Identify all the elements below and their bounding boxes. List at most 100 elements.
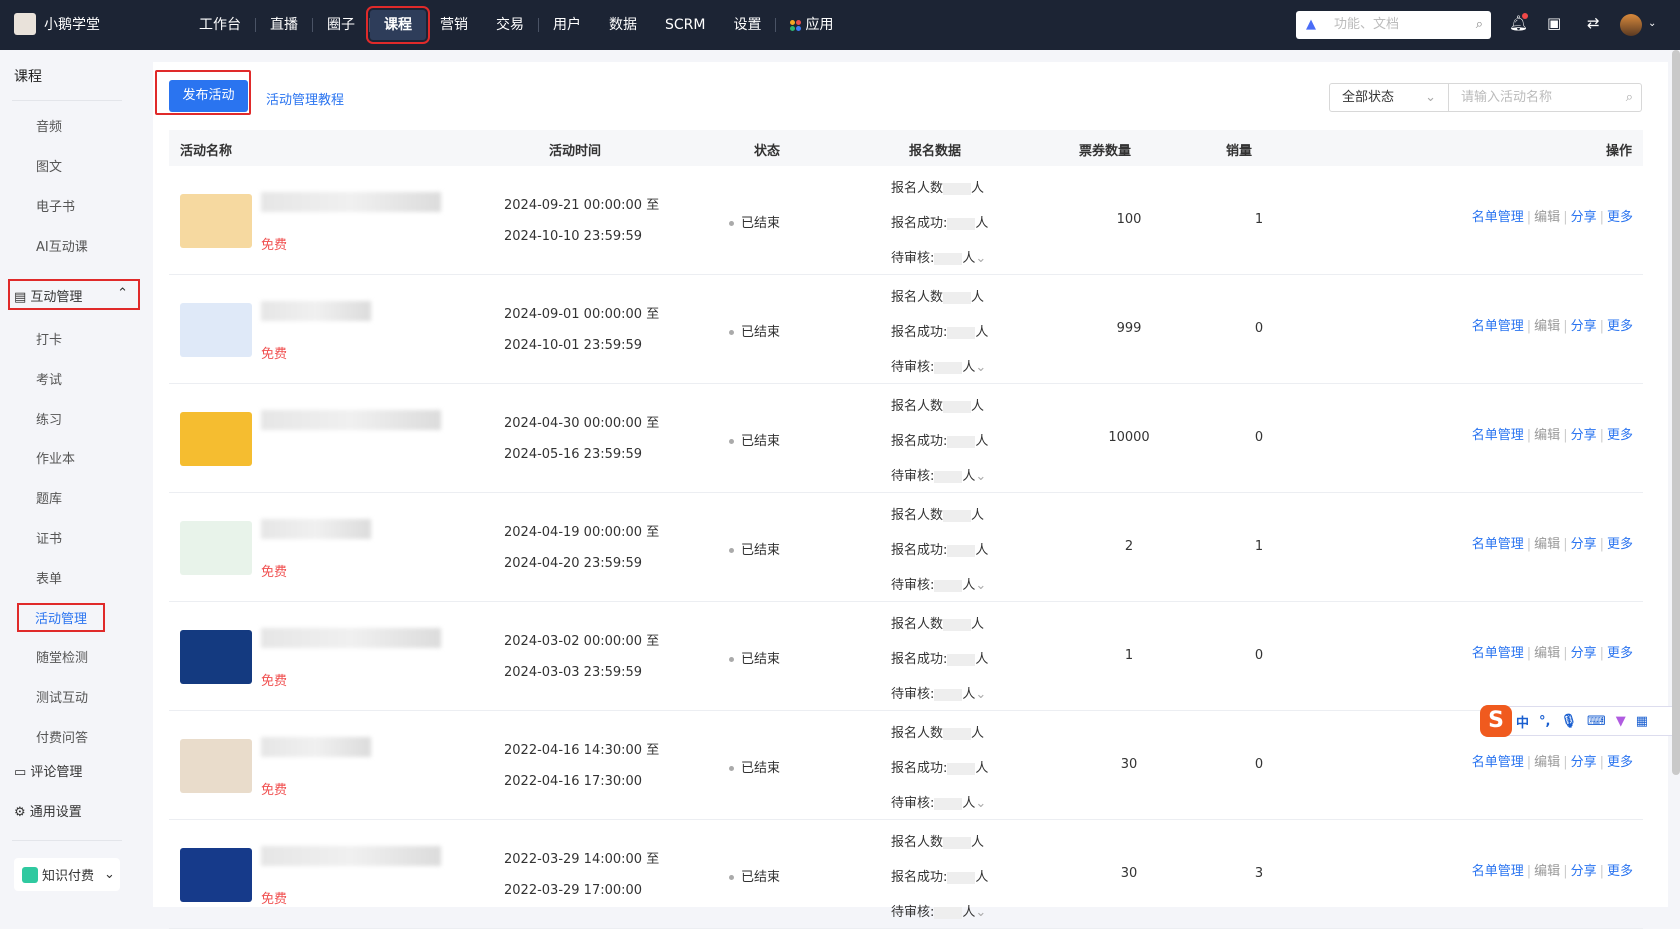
sidebar-item[interactable]: 表单 [36,571,63,587]
separator: | [1526,755,1532,770]
sidebar-item[interactable]: 打卡 [36,333,63,348]
gear-icon: ⚙ [14,805,30,820]
activity-search-input[interactable]: 请输入活动名称 ⌕ [1448,83,1642,112]
more-link[interactable]: 更多 [1606,864,1633,879]
chevron-down-icon[interactable]: ⌄ [975,687,987,702]
activity-thumbnail[interactable] [180,412,252,466]
signup-label: 报名成功: [891,325,948,340]
list-manage-link[interactable]: 名单管理 [1471,428,1524,443]
more-link[interactable]: 更多 [1606,319,1633,334]
list-manage-link[interactable]: 名单管理 [1471,210,1524,225]
share-link[interactable]: 分享 [1570,755,1597,770]
sidebar-item[interactable]: 测试互动 [36,691,89,707]
edit-link[interactable]: 编辑 [1534,537,1561,552]
activity-thumbnail[interactable] [180,303,252,357]
nav-5[interactable]: 交易 [482,10,538,40]
publish-activity-button[interactable]: 发布活动 [169,80,248,112]
edit-link[interactable]: 编辑 [1534,210,1561,225]
sidebar-item[interactable]: 付费问答 [36,731,89,746]
chevron-down-icon[interactable]: ⌄ [975,905,987,920]
sidebar-item[interactable]: 证书 [36,532,63,547]
more-link[interactable]: 更多 [1606,210,1633,225]
nav-1[interactable]: 直播 [256,10,312,40]
nav-7[interactable]: 数据 [595,10,651,40]
scrollbar[interactable] [1672,50,1680,775]
product-switcher[interactable]: 知识付费 ⌄ [14,858,120,891]
tutorial-link[interactable]: 活动管理教程 [266,93,345,108]
nav-6[interactable]: 用户 [539,10,595,40]
signup-label: 待审核: [891,469,935,484]
apps-icon[interactable]: ▦ [1635,713,1649,729]
more-link[interactable]: 更多 [1606,428,1633,443]
keyboard-icon[interactable]: ⌨ [1586,713,1606,729]
more-link[interactable]: 更多 [1606,537,1633,552]
status-select[interactable]: 全部状态 ⌄ [1329,83,1449,112]
microphone-icon[interactable]: 🎙︎ [1560,713,1577,729]
sidebar-item[interactable]: 图文 [36,160,63,175]
logo[interactable]: 小鹅学堂 [14,13,100,35]
activity-thumbnail[interactable] [180,630,252,684]
edit-link[interactable]: 编辑 [1534,755,1561,770]
sidebar-item[interactable]: 考试 [36,372,63,388]
skin-icon[interactable]: ▼ [1615,713,1626,729]
nav-0[interactable]: 工作台 [185,10,255,40]
ticket-count: 2 [1124,539,1134,554]
share-link[interactable]: 分享 [1570,864,1597,879]
global-search-input[interactable]: ▲ 功能、文档 ⌕ [1296,11,1491,39]
nav-4[interactable]: 营销 [426,10,482,40]
store-icon[interactable]: ▣ [1547,14,1562,32]
edit-link[interactable]: 编辑 [1534,428,1561,443]
more-link[interactable]: 更多 [1606,646,1633,661]
sidebar-item[interactable]: 作业本 [36,452,76,468]
nav-label: 营销 [440,17,468,33]
share-link[interactable]: 分享 [1570,210,1597,225]
sidebar-item[interactable]: 电子书 [36,200,76,215]
list-manage-link[interactable]: 名单管理 [1471,755,1524,770]
chevron-down-icon[interactable]: ⌄ [975,578,987,593]
list-manage-link[interactable]: 名单管理 [1471,646,1524,661]
list-manage-link[interactable]: 名单管理 [1471,864,1524,879]
nav-9[interactable]: 设置 [719,10,775,40]
highlight-box [155,70,251,115]
nav-2[interactable]: 圈子 [313,10,369,40]
share-link[interactable]: 分享 [1570,646,1597,661]
sidebar-group-interaction[interactable]: ▤ 互动管理 ⌃ [8,279,140,310]
redacted-value [947,326,976,339]
chevron-down-icon[interactable]: ⌄ [975,469,987,484]
nav-3[interactable]: 课程 [366,6,430,44]
list-manage-link[interactable]: 名单管理 [1471,537,1524,552]
edit-link[interactable]: 编辑 [1534,646,1561,661]
sidebar-item[interactable]: 随堂检测 [36,651,89,667]
activity-thumbnail[interactable] [180,739,252,793]
share-link[interactable]: 分享 [1570,428,1597,443]
switch-icon[interactable]: ⇄ [1587,14,1600,32]
share-link[interactable]: 分享 [1570,537,1597,552]
more-link[interactable]: 更多 [1606,755,1633,770]
sidebar-item[interactable]: 练习 [36,412,63,428]
activity-thumbnail[interactable] [180,194,252,248]
sidebar-item[interactable]: 题库 [36,492,63,508]
activity-thumbnail[interactable] [180,521,252,575]
sidebar-item[interactable]: 音频 [36,120,63,135]
sidebar-item-settings[interactable]: ⚙ 通用设置 [14,801,82,820]
chevron-down-icon[interactable]: ⌄ [975,251,987,266]
edit-link[interactable]: 编辑 [1534,319,1561,334]
share-link[interactable]: 分享 [1570,319,1597,334]
edit-link[interactable]: 编辑 [1534,864,1561,879]
sidebar-item-comments[interactable]: ▭ 评论管理 [14,761,82,780]
ticket-count: 30 [1120,866,1138,881]
sidebar-item[interactable]: AI互动课 [36,240,88,255]
punctuation-icon[interactable]: °, [1539,713,1551,729]
nav-8[interactable]: SCRM [651,10,719,40]
sidebar-item[interactable]: 活动管理 [17,602,105,632]
chevron-down-icon[interactable]: ⌄ [1648,18,1657,29]
list-manage-link[interactable]: 名单管理 [1471,319,1524,334]
ime-toolbar[interactable]: S 中 °, 🎙︎ ⌨ ▼ ▦ [1480,705,1680,737]
chevron-down-icon[interactable]: ⌄ [975,796,987,811]
avatar[interactable] [1620,14,1642,36]
activity-thumbnail[interactable] [180,848,252,902]
redacted-value [943,509,972,522]
ime-language[interactable]: 中 [1516,715,1530,731]
chevron-down-icon[interactable]: ⌄ [975,360,987,375]
nav-10[interactable]: 应用 [776,10,847,40]
